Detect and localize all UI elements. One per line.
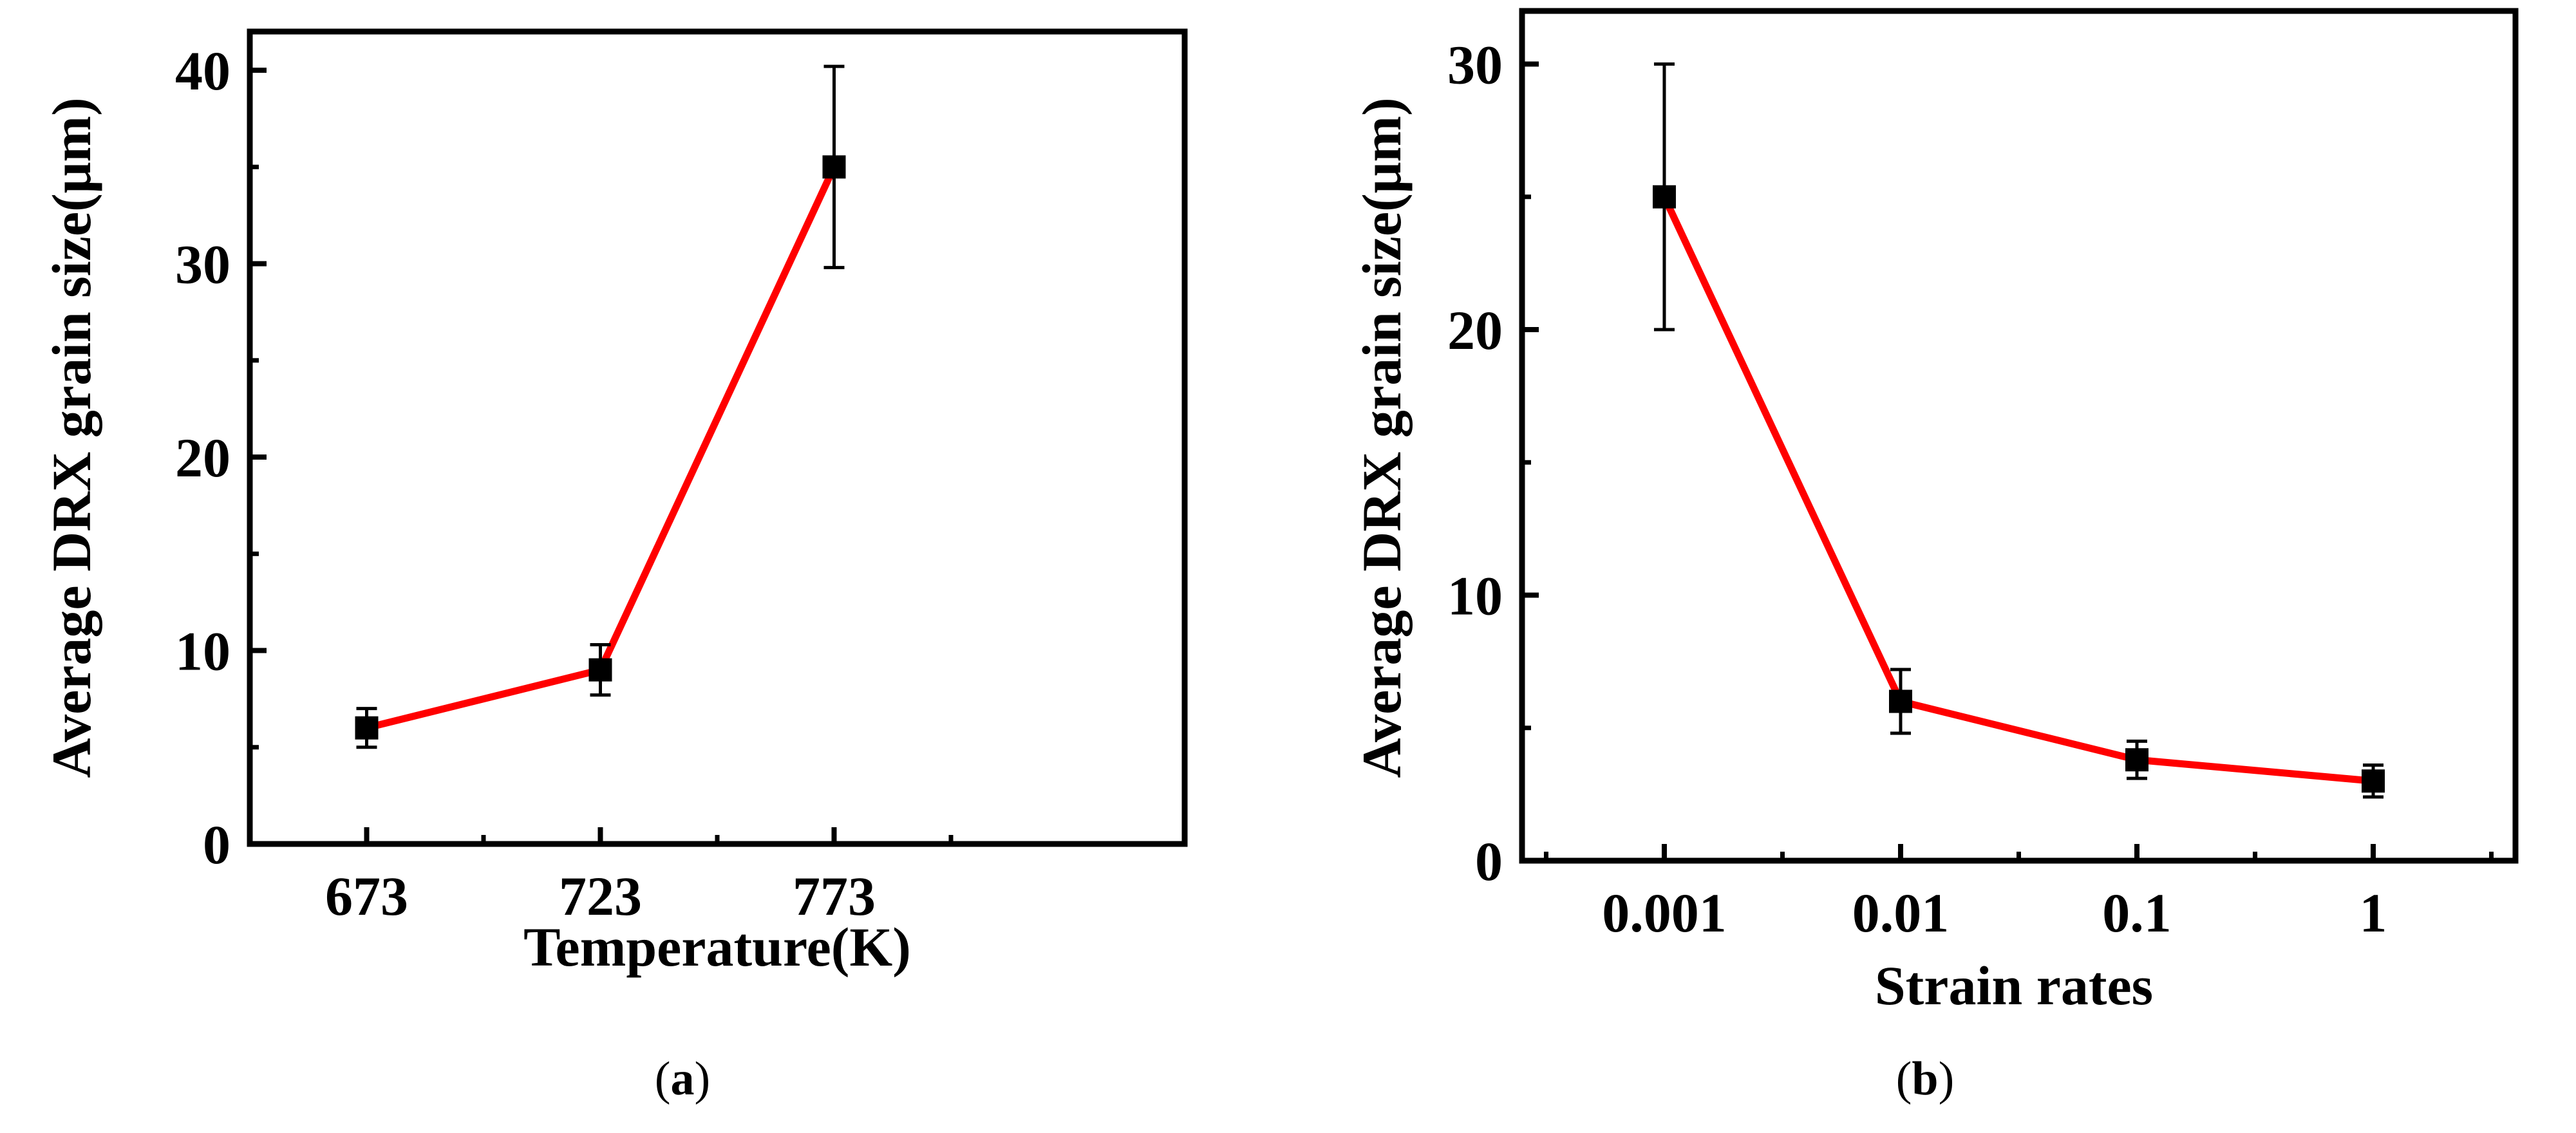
data-point [2125, 748, 2149, 772]
data-point [355, 716, 379, 740]
data-point [588, 658, 612, 682]
x-tick-label: 0.01 [1852, 882, 1950, 944]
y-tick-label: 40 [175, 40, 230, 102]
data-point [1652, 185, 1676, 209]
x-axis-title: Strain rates [1875, 955, 2153, 1016]
y-tick-label: 30 [175, 234, 230, 295]
x-axis-ticks: 0.001 0.01 0.1 1 [1543, 844, 2494, 944]
x-tick-label: 0.1 [2102, 882, 2172, 944]
chart-b: 0 10 20 30 0.001 0.01 0.1 1 Strain rates Avera… [1275, 0, 2576, 1130]
chart-a: 0 10 20 30 40 673 723 773 Temperature(K) Avera… [0, 0, 1275, 1130]
x-tick-label: 0.001 [1602, 882, 1727, 944]
y-axis-title: Average DRX grain size(μm) [41, 97, 102, 778]
panel-label: (b) [1896, 1053, 1954, 1105]
x-tick-label: 723 [559, 865, 642, 927]
y-axis-title: Average DRX grain size(μm) [1351, 97, 1413, 778]
series-line [1660, 195, 2374, 785]
y-tick-label: 20 [175, 427, 230, 489]
y-tick-label: 0 [1475, 830, 1503, 892]
y-tick-label: 10 [1447, 565, 1503, 627]
y-tick-label: 30 [1447, 34, 1503, 96]
panel-letter: b [1912, 1053, 1938, 1105]
y-tick-label: 10 [175, 621, 230, 682]
data-point [2362, 769, 2385, 793]
x-axis-ticks: 673 723 773 [325, 827, 954, 927]
panel-label: (a) [655, 1053, 710, 1105]
x-axis-title: Temperature(K) [523, 916, 911, 978]
y-axis-ticks: 0 10 20 30 [1447, 34, 1539, 892]
data-point [822, 155, 846, 179]
panel-letter: a [671, 1053, 695, 1105]
chart-a-svg: 0 10 20 30 40 673 723 773 Temperature(K) Avera… [41, 28, 1188, 1105]
x-tick-label: 1 [2360, 882, 2387, 944]
x-tick-label: 673 [325, 865, 408, 927]
x-tick-label: 773 [793, 865, 876, 927]
series-group [1652, 62, 2385, 799]
chart-b-svg: 0 10 20 30 0.001 0.01 0.1 1 Strain rates Avera… [1351, 8, 2519, 1105]
y-tick-label: 20 [1447, 299, 1503, 361]
data-point [1888, 689, 1912, 713]
y-axis-ticks: 0 10 20 30 40 [175, 40, 267, 876]
series-group [355, 64, 846, 749]
y-tick-label: 0 [203, 814, 230, 876]
